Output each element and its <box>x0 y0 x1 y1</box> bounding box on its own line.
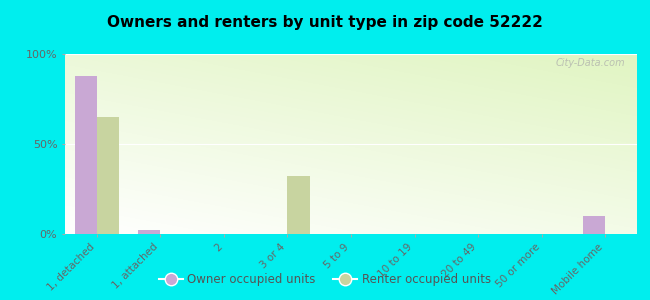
Bar <box>583 216 605 234</box>
Bar <box>75 76 97 234</box>
Text: City-Data.com: City-Data.com <box>556 58 625 68</box>
Legend: Owner occupied units, Renter occupied units: Owner occupied units, Renter occupied un… <box>154 269 496 291</box>
Bar <box>138 230 161 234</box>
Bar <box>287 176 309 234</box>
Bar <box>97 117 119 234</box>
Text: Owners and renters by unit type in zip code 52222: Owners and renters by unit type in zip c… <box>107 15 543 30</box>
